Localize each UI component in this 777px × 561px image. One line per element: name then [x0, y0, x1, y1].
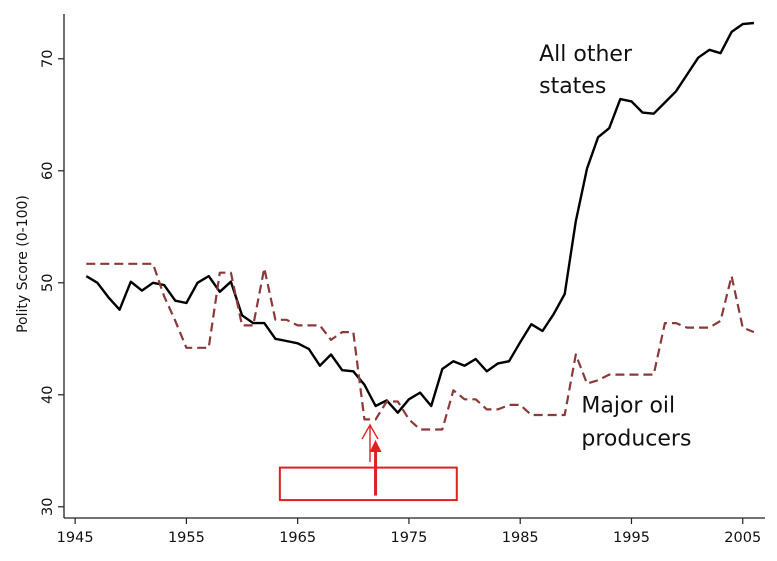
y-axis: 30 40 50 60 70	[40, 50, 64, 516]
y-tick-label: 50	[40, 274, 56, 292]
series-line-all-other-states	[85, 21, 755, 414]
x-tick-label: 1945	[57, 530, 94, 546]
annotation-outline-arrow-head	[361, 423, 379, 440]
series-label-line: Major oil	[581, 394, 675, 419]
series-label-line: producers	[581, 427, 691, 452]
plot-frame	[63, 14, 765, 519]
series-line-major-oil-producers	[86, 262, 755, 431]
y-tick-label: 40	[40, 386, 56, 404]
annotation-arrow-head	[369, 439, 382, 452]
x-tick-label: 2005	[724, 530, 761, 546]
y-tick-label: 60	[40, 162, 56, 180]
y-tick-label: 70	[40, 50, 56, 68]
y-axis-title: Polity Score (0-100)	[15, 195, 31, 333]
x-tick-label: 1965	[279, 530, 316, 546]
x-axis: 1945 1955 1965 1975 1985 1995 2005	[57, 518, 761, 546]
series-label-major-oil-producers: Major oil producers	[581, 394, 691, 452]
series-label-all-other-states: All other states	[539, 42, 633, 99]
annotation-layer	[278, 423, 458, 502]
series-label-line: states	[539, 74, 606, 99]
series-label-line: All other	[539, 42, 633, 67]
x-tick-label: 1975	[390, 530, 427, 546]
x-tick-label: 1985	[502, 530, 539, 546]
series-label-layer: All other states Major oil producers	[539, 42, 691, 452]
x-tick-label: 1995	[613, 530, 650, 546]
series-layer	[85, 21, 755, 431]
y-tick-label: 30	[40, 498, 56, 516]
annotation-box	[278, 466, 458, 502]
x-tick-label: 1955	[168, 530, 205, 546]
